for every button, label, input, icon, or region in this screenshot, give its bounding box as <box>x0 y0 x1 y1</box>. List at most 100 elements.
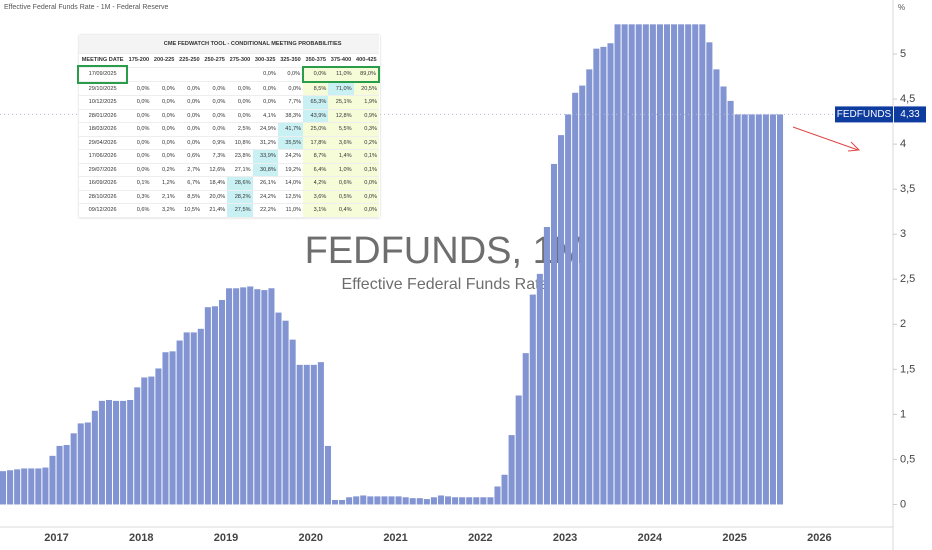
bar <box>98 400 105 505</box>
last-value-name-box <box>835 106 893 123</box>
x-tick-label: 2019 <box>214 532 238 544</box>
probability-cell: 0,6% <box>328 176 354 191</box>
probability-cell <box>227 67 253 82</box>
probability-cell: 0,0% <box>353 203 379 218</box>
probability-cell: 0,0% <box>227 81 253 96</box>
probability-cell: 0,0% <box>126 109 152 123</box>
column-header: 350-375 <box>303 53 329 68</box>
x-tick-label: 2025 <box>722 532 746 544</box>
y-tick-label: 4,5 <box>900 93 915 105</box>
probability-cell <box>176 67 203 82</box>
bar <box>296 364 303 505</box>
bar <box>649 24 656 505</box>
arrow-head <box>847 141 861 152</box>
column-header: 325-350 <box>277 53 304 68</box>
probability-cell: 18,4% <box>202 176 228 191</box>
bar <box>692 24 699 505</box>
probability-cell: 71,0% <box>328 81 354 96</box>
probability-cell: 0,0% <box>202 81 228 96</box>
y-tick-label: 5 <box>900 48 906 60</box>
column-header: 300-325 <box>252 53 278 68</box>
meeting-date: 29/10/2025 <box>79 81 127 96</box>
bar <box>536 273 543 505</box>
bar <box>346 497 353 505</box>
bar <box>480 497 487 505</box>
bar <box>727 100 734 505</box>
meeting-date: 17/06/2026 <box>79 149 127 164</box>
bar <box>706 42 713 505</box>
probability-cell: 0,3% <box>126 190 152 204</box>
probability-cell: 23,8% <box>227 149 253 164</box>
x-tick-label: 2018 <box>129 532 153 544</box>
column-header: 225-250 <box>176 53 203 68</box>
bar <box>550 163 558 505</box>
probability-cell: 0,0% <box>151 122 177 137</box>
meeting-date: 29/04/2026 <box>79 136 127 150</box>
probability-cell: 8,7% <box>303 149 329 164</box>
probability-cell: 0,0% <box>202 95 228 110</box>
x-tick-label: 2023 <box>553 532 577 544</box>
probability-cell: 0,0% <box>176 109 203 123</box>
probability-cell: 0,0% <box>176 95 203 110</box>
probability-cell: 0,0% <box>176 122 203 137</box>
probability-cell: 0,0% <box>202 109 228 123</box>
table-title: CME FEDWATCH TOOL - CONDITIONAL MEETING … <box>126 35 379 54</box>
bar <box>197 328 204 505</box>
bar <box>0 471 7 505</box>
bar <box>339 499 346 505</box>
meeting-date: 28/01/2026 <box>79 109 127 123</box>
bar <box>614 24 621 505</box>
last-value-name: FEDFUNDS <box>837 109 892 120</box>
probability-cell: 0,3% <box>353 122 379 137</box>
probability-cell: 24,9% <box>252 122 278 137</box>
bar <box>529 294 536 505</box>
x-tick-label: 2024 <box>638 532 663 544</box>
bar <box>402 497 409 505</box>
bar <box>416 498 423 505</box>
probability-cell: 0,0% <box>126 95 152 110</box>
meeting-date: 28/10/2026 <box>79 190 127 204</box>
bar <box>565 114 572 505</box>
probability-cell: 0,0% <box>353 190 379 204</box>
probability-cell: 0,0% <box>126 136 152 150</box>
table-title-row: CME FEDWATCH TOOL - CONDITIONAL MEETING … <box>79 35 379 54</box>
meeting-date: 16/09/2026 <box>79 176 127 191</box>
bar <box>120 400 127 505</box>
bar <box>360 495 367 505</box>
column-header: 250-275 <box>202 53 228 68</box>
bar <box>558 135 565 505</box>
bar <box>367 496 374 505</box>
probability-cell: 19,2% <box>277 163 304 177</box>
bar <box>254 289 261 505</box>
probability-cell: 17,8% <box>303 136 329 150</box>
watermark-subtitle: Effective Federal Funds Rate <box>342 276 549 293</box>
bar <box>466 497 473 505</box>
x-tick-label: 2022 <box>468 532 492 544</box>
bar <box>487 497 494 505</box>
bar <box>35 468 42 505</box>
fedwatch-table: CME FEDWATCH TOOL - CONDITIONAL MEETING … <box>76 35 381 218</box>
probability-cell: 0,1% <box>353 149 379 164</box>
bar <box>226 288 233 505</box>
meeting-date: 09/12/2026 <box>79 203 127 218</box>
bar <box>113 400 120 505</box>
bar <box>409 498 416 505</box>
bar <box>776 114 784 505</box>
y-tick-label: 4 <box>900 138 906 150</box>
probability-cell: 6,7% <box>176 176 203 191</box>
bar <box>141 377 148 505</box>
bar <box>84 422 91 505</box>
probability-cell: 3,1% <box>303 203 329 218</box>
probability-cell: 0,0% <box>252 67 278 82</box>
bar <box>388 496 395 505</box>
probability-cell: 27,1% <box>227 163 253 177</box>
probability-cell: 0,5% <box>328 190 354 204</box>
bar <box>204 307 211 505</box>
bar <box>14 469 21 505</box>
bar <box>381 496 388 505</box>
probability-cell: 10,8% <box>227 136 253 150</box>
bar <box>656 24 663 505</box>
bar <box>162 352 169 505</box>
probability-cell: 28,2% <box>227 190 253 204</box>
bar <box>233 288 240 505</box>
